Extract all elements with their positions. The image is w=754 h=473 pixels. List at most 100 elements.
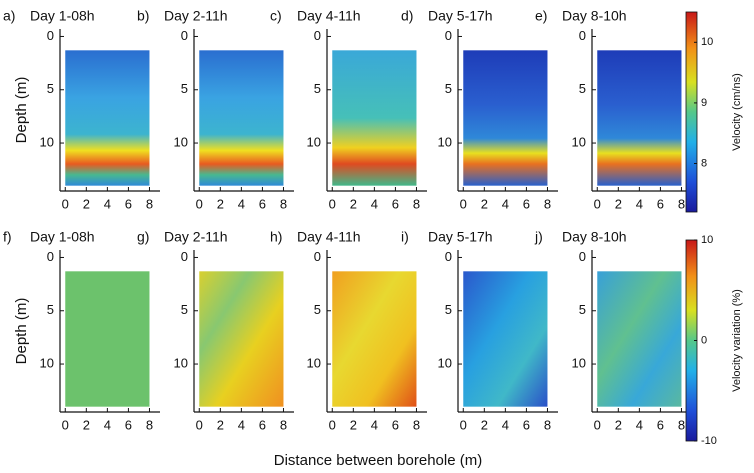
panel-letter: i)	[401, 229, 409, 245]
x-tick-label: 2	[217, 417, 224, 432]
x-tick-label: 8	[413, 196, 420, 211]
y-tick-label: 10	[438, 134, 452, 149]
x-tick-label: 8	[146, 417, 153, 432]
panel-letter: c)	[270, 8, 282, 24]
y-tick-label: 0	[445, 249, 452, 264]
y-tick-label: 0	[181, 249, 188, 264]
y-tick-label: 10	[572, 134, 586, 149]
x-tick-label: 4	[636, 196, 643, 211]
y-tick-label: 5	[181, 81, 188, 96]
x-tick-label: 4	[502, 417, 509, 432]
panel-title: Day 5-17h	[428, 229, 493, 245]
tomogram	[463, 50, 548, 186]
x-tick-label: 4	[238, 417, 245, 432]
x-tick-label: 2	[83, 417, 90, 432]
x-tick-label: 0	[594, 196, 601, 211]
x-tick-label: 2	[481, 196, 488, 211]
x-tick-label: 0	[329, 196, 336, 211]
x-tick-label: 4	[371, 196, 378, 211]
x-tick-label: 2	[481, 417, 488, 432]
y-tick-label: 0	[314, 28, 321, 43]
colorbar-label: Velocity (cm/ns)	[731, 73, 743, 151]
x-tick-label: 0	[460, 417, 467, 432]
panel-letter: e)	[535, 8, 547, 24]
x-tick-label: 2	[615, 417, 622, 432]
x-tick-label: 4	[502, 196, 509, 211]
y-tick-label: 0	[181, 28, 188, 43]
x-tick-label: 0	[460, 196, 467, 211]
x-tick-label: 6	[523, 417, 530, 432]
colorbar-tick-label: 10	[701, 234, 713, 246]
x-tick-label: 4	[238, 196, 245, 211]
x-tick-label: 8	[146, 196, 153, 211]
y-tick-label: 10	[438, 355, 452, 370]
y-tick-label: 0	[314, 249, 321, 264]
colorbar-tick-label: 0	[701, 334, 707, 346]
x-tick-label: 6	[125, 417, 132, 432]
y-tick-label: 0	[579, 249, 586, 264]
x-tick-label: 4	[104, 196, 111, 211]
x-tick-label: 8	[280, 417, 287, 432]
y-tick-label: 5	[47, 81, 54, 96]
x-tick-label: 6	[523, 196, 530, 211]
tomogram	[332, 50, 417, 186]
y-tick-label: 5	[579, 81, 586, 96]
x-tick-label: 8	[544, 196, 551, 211]
x-tick-label: 4	[104, 417, 111, 432]
y-tick-label: 5	[579, 302, 586, 317]
panel-letter: h)	[270, 229, 282, 245]
colorbar-tick-label: 10	[701, 36, 713, 48]
y-axis-label: Depth (m)	[13, 298, 30, 365]
colorbar-tick-label: -10	[701, 435, 717, 447]
panel-title: Day 1-08h	[30, 229, 95, 245]
x-tick-label: 8	[413, 417, 420, 432]
x-tick-label: 0	[196, 196, 203, 211]
tomogram	[597, 50, 682, 186]
tomogram	[65, 271, 150, 407]
x-tick-label: 6	[657, 196, 664, 211]
tomogram	[199, 271, 284, 407]
panel-letter: d)	[401, 8, 413, 24]
y-axis-label: Depth (m)	[13, 77, 30, 144]
y-tick-label: 10	[174, 355, 188, 370]
panel-title: Day 2-11h	[164, 229, 228, 245]
x-tick-label: 6	[392, 196, 399, 211]
panel-title: Day 1-08h	[30, 8, 95, 24]
panel-letter: g)	[137, 229, 149, 245]
x-tick-label: 0	[329, 417, 336, 432]
y-tick-label: 5	[314, 302, 321, 317]
y-tick-label: 5	[47, 302, 54, 317]
panel-letter: a)	[3, 8, 15, 24]
x-tick-label: 8	[280, 196, 287, 211]
y-tick-label: 10	[40, 134, 54, 149]
x-tick-label: 2	[350, 196, 357, 211]
y-tick-label: 5	[445, 302, 452, 317]
x-tick-label: 6	[657, 417, 664, 432]
y-tick-label: 0	[47, 249, 54, 264]
y-tick-label: 10	[174, 134, 188, 149]
panel-letter: j)	[534, 229, 543, 245]
panel-title: Day 2-11h	[164, 8, 228, 24]
panel-letter: b)	[137, 8, 149, 24]
colorbar	[685, 11, 698, 213]
y-tick-label: 5	[181, 302, 188, 317]
panel-title: Day 8-10h	[562, 229, 627, 245]
y-tick-label: 10	[307, 134, 321, 149]
x-tick-label: 2	[350, 417, 357, 432]
y-tick-label: 10	[40, 355, 54, 370]
x-tick-label: 2	[615, 196, 622, 211]
y-tick-label: 10	[572, 355, 586, 370]
x-tick-label: 2	[83, 196, 90, 211]
panel-title: Day 4-11h	[297, 8, 361, 24]
x-axis-label: Distance between borehole (m)	[274, 452, 482, 469]
x-tick-label: 6	[125, 196, 132, 211]
tomogram	[597, 271, 682, 407]
tomogram	[65, 50, 150, 186]
x-tick-label: 8	[678, 417, 685, 432]
y-tick-label: 10	[307, 355, 321, 370]
panel-title: Day 4-11h	[297, 229, 361, 245]
x-tick-label: 6	[259, 417, 266, 432]
y-tick-label: 5	[445, 81, 452, 96]
y-tick-label: 5	[314, 81, 321, 96]
